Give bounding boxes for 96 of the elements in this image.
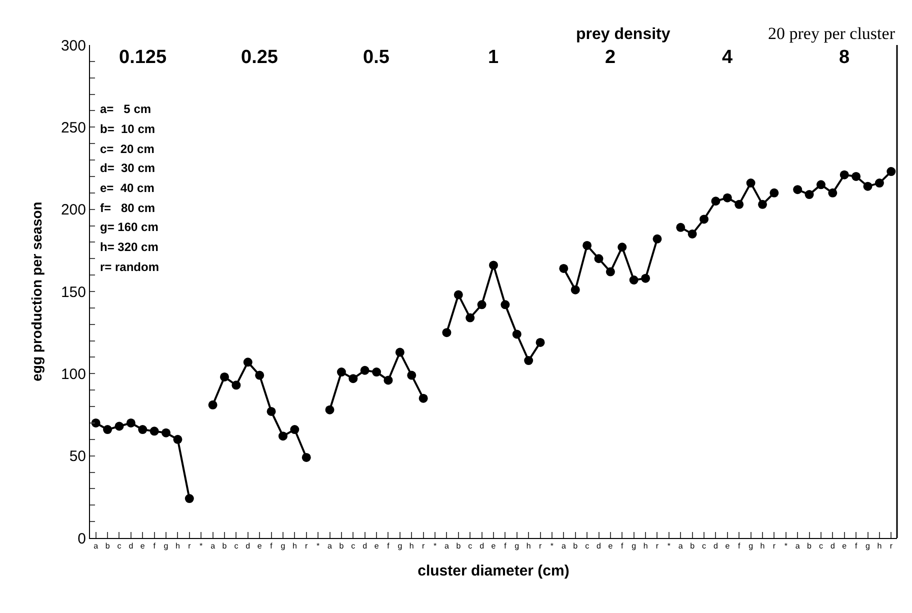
x-tick-label: d <box>480 542 484 551</box>
x-tick-label: h <box>760 542 765 551</box>
y-tick-label: 250 <box>60 119 86 136</box>
x-tick-label: a <box>678 542 684 551</box>
x-tick-label: g <box>164 542 168 551</box>
x-tick-label: d <box>713 542 718 551</box>
x-tick-label: b <box>222 542 228 551</box>
annotation: 8 <box>839 47 850 68</box>
x-tick-label: r <box>188 542 192 551</box>
x-tick-label: b <box>456 542 462 551</box>
x-tick-label: h <box>175 542 180 551</box>
annotation: 0.125 <box>119 47 167 68</box>
x-tick-label: e <box>257 542 262 551</box>
annotation: 1 <box>488 47 499 68</box>
x-tick-label: g <box>514 542 520 551</box>
x-tick-label: a <box>94 542 99 551</box>
y-tick-label: 100 <box>60 366 86 383</box>
annotation: 0.5 <box>363 47 390 68</box>
x-tick-label: e <box>842 542 848 551</box>
x-tick-label: r <box>422 542 425 551</box>
x-tick-label: d <box>596 542 601 551</box>
x-tick-label: c <box>818 542 823 551</box>
x-tick-label: * <box>550 542 554 551</box>
text: 20 prey per cluster <box>768 24 896 43</box>
x-tick-label: c <box>351 542 356 551</box>
x-tick-label: a <box>210 542 216 551</box>
x-tick-label: a <box>561 542 566 551</box>
x-tick-label: c <box>585 542 590 551</box>
x-tick-label: g <box>632 542 636 551</box>
x-tick-label: r <box>656 542 659 551</box>
x-tick-label: c <box>468 542 472 551</box>
annotation: d= 30 cm <box>100 161 156 175</box>
x-tick-label: g <box>280 542 286 551</box>
y-tick-label: 300 <box>60 37 86 54</box>
x-tick-label: b <box>339 542 344 551</box>
x-tick-label: e <box>608 542 614 551</box>
x-tick-label: c <box>702 542 706 551</box>
annotation: c= 20 cm <box>100 142 154 156</box>
annotation: e= 40 cm <box>100 181 154 195</box>
annotation: a= 5 cm <box>100 102 152 116</box>
y-tick-label: 150 <box>60 284 86 301</box>
x-tick-label: e <box>140 542 146 551</box>
x-tick-label: b <box>105 542 110 551</box>
x-tick-label: g <box>398 542 402 551</box>
x-tick-label: d <box>246 542 250 551</box>
x-tick-label: r <box>890 542 893 551</box>
x-tick-label: e <box>491 542 496 551</box>
x-tick-label: d <box>128 542 134 551</box>
x-tick-label: a <box>444 542 450 551</box>
annotation: f= 80 cm <box>100 201 156 215</box>
annotation: 0.25 <box>241 47 278 68</box>
x-tick-label: * <box>784 542 788 551</box>
x-tick-label: c <box>117 542 122 551</box>
x-tick-label: f <box>504 542 508 551</box>
x-tick-label: g <box>866 542 870 551</box>
x-tick-label: f <box>153 542 156 551</box>
x-tick-label: h <box>643 542 648 551</box>
x-tick-label: * <box>200 542 203 551</box>
x-tick-label: b <box>690 542 696 551</box>
x-tick-label: f <box>738 542 741 551</box>
y-axis-title: egg production per season <box>28 202 45 382</box>
x-tick-label: g <box>748 542 754 551</box>
x-tick-label: f <box>621 542 624 551</box>
x-tick-label: a <box>328 542 333 551</box>
x-tick-label: r <box>772 542 776 551</box>
x-tick-label: * <box>316 542 320 551</box>
x-tick-label: f <box>387 542 390 551</box>
x-tick-label: h <box>292 542 297 551</box>
x-axis-title: cluster diameter (cm) <box>418 562 570 580</box>
x-tick-label: r <box>305 542 308 551</box>
x-tick-label: d <box>830 542 835 551</box>
annotation: h= 320 cm <box>100 240 158 254</box>
annotation: 2 <box>605 47 616 68</box>
annotation: g= 160 cm <box>100 220 158 234</box>
y-tick-label: 200 <box>60 202 86 219</box>
x-tick-label: e <box>725 542 730 551</box>
x-tick-label: d <box>362 542 368 551</box>
x-tick-label: b <box>807 542 812 551</box>
x-tick-label: * <box>433 542 437 551</box>
text: prey density <box>576 26 670 43</box>
x-tick-label: e <box>374 542 380 551</box>
y-tick-label: 0 <box>78 530 86 548</box>
x-tick-label: h <box>877 542 882 551</box>
x-tick-label: b <box>573 542 578 551</box>
x-tick-label: f <box>270 542 274 551</box>
x-tick-label: h <box>526 542 531 551</box>
x-tick-label: h <box>409 542 414 551</box>
annotation: r= random <box>100 260 160 274</box>
y-tick-label: 50 <box>69 448 86 466</box>
x-tick-label: r <box>538 542 542 551</box>
x-tick-label: * <box>667 542 670 551</box>
annotation: b= 10 cm <box>100 122 156 136</box>
x-tick-label: c <box>234 542 238 551</box>
x-tick-label: a <box>795 542 800 551</box>
annotation: 4 <box>722 47 733 68</box>
x-tick-label: f <box>854 542 858 551</box>
